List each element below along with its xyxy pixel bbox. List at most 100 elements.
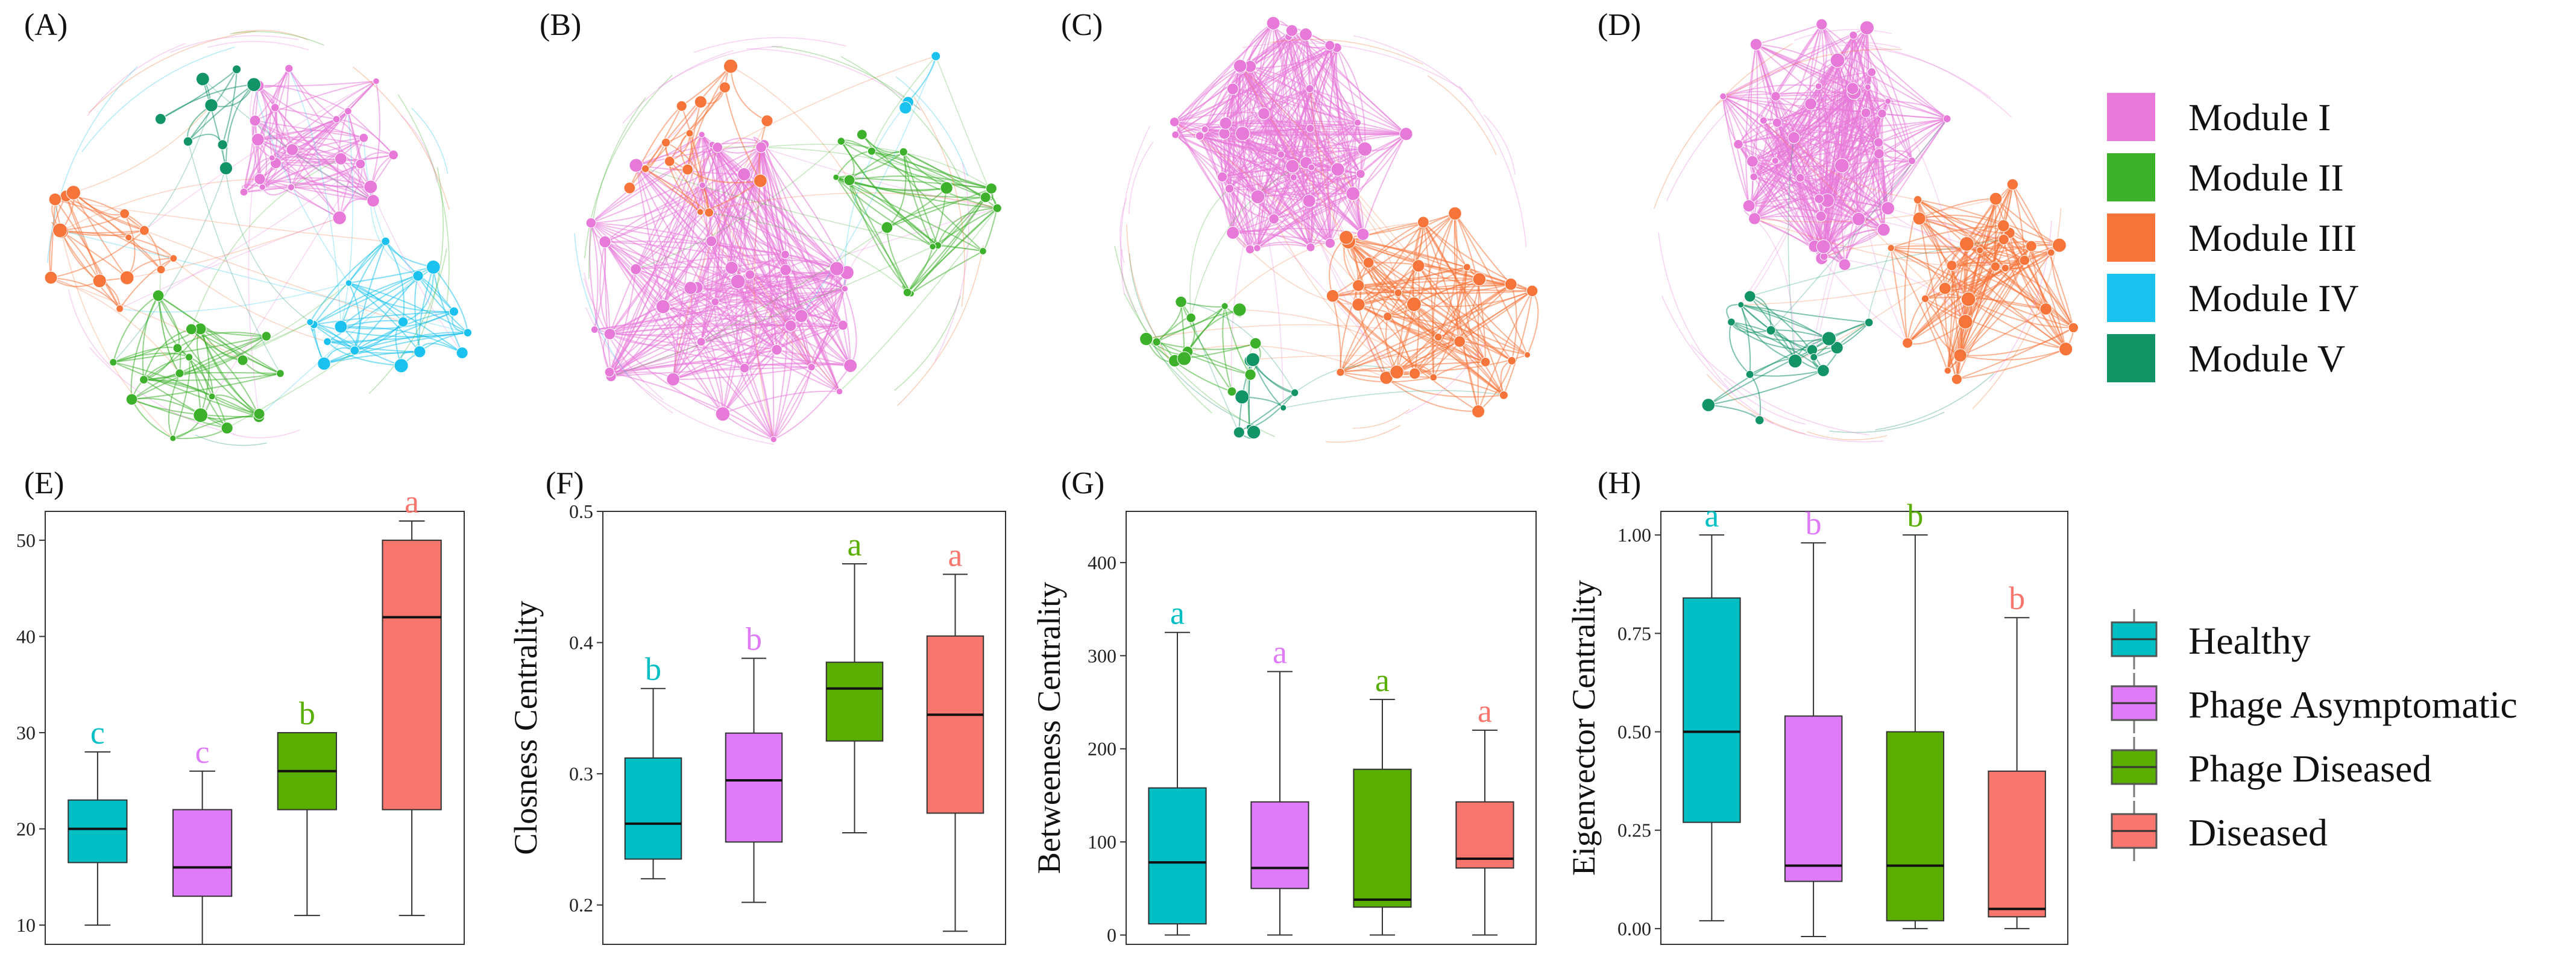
network-node bbox=[1746, 155, 1759, 168]
network-edge bbox=[1752, 160, 1842, 168]
network-edge bbox=[60, 229, 129, 238]
network-node bbox=[1383, 312, 1393, 321]
network-edge bbox=[1368, 221, 1424, 264]
network-node bbox=[1830, 52, 1845, 68]
network-edge bbox=[1749, 205, 1859, 220]
panel-label-e: (E) bbox=[24, 466, 65, 501]
network-edge bbox=[894, 295, 962, 391]
network-node bbox=[1235, 126, 1250, 141]
network-edge bbox=[1156, 309, 1240, 343]
network-node bbox=[770, 436, 777, 443]
network-edge bbox=[1853, 92, 1889, 209]
network-edge bbox=[1925, 298, 2066, 350]
network-edge bbox=[1427, 75, 1497, 156]
network-edge bbox=[932, 207, 998, 247]
boxplot-h: 0.00 0.25 0.50 0.75 1.00 Eigenvector Centrali… bbox=[1566, 498, 2068, 945]
network-node bbox=[1245, 244, 1255, 254]
network-edge bbox=[1239, 65, 1349, 242]
network-edge bbox=[81, 46, 235, 153]
network-edge bbox=[257, 139, 371, 188]
network-node bbox=[1834, 158, 1850, 173]
network-node bbox=[711, 297, 720, 306]
network-edge bbox=[1253, 355, 1486, 363]
network-edge bbox=[629, 66, 731, 189]
network-edge bbox=[841, 141, 986, 198]
network-edge bbox=[1989, 220, 2052, 382]
network-edge bbox=[636, 165, 745, 175]
network-edge bbox=[1853, 35, 1862, 220]
network-node bbox=[1186, 312, 1196, 323]
network-edge bbox=[222, 144, 315, 325]
network-edge bbox=[1422, 222, 1435, 377]
network-edge bbox=[574, 233, 630, 377]
network-edge bbox=[1748, 88, 1853, 206]
network-edge bbox=[60, 229, 145, 236]
network-node bbox=[1787, 131, 1800, 144]
network-node bbox=[261, 331, 271, 341]
network-node bbox=[1169, 116, 1180, 127]
network-nodes bbox=[1701, 18, 2079, 425]
network-edge bbox=[1229, 188, 1331, 244]
network-node bbox=[771, 344, 783, 356]
significance-letter: c bbox=[90, 715, 105, 751]
significance-letter: a bbox=[405, 484, 419, 520]
network-node bbox=[1356, 227, 1370, 241]
network-edge bbox=[1959, 198, 1997, 356]
network-edge bbox=[207, 40, 309, 51]
network-edge bbox=[760, 147, 802, 317]
network-edge bbox=[687, 169, 761, 184]
network-node bbox=[1733, 139, 1743, 150]
network-edge bbox=[1887, 118, 1948, 209]
network-node bbox=[1838, 258, 1851, 271]
network-edge bbox=[737, 280, 812, 368]
network-edge bbox=[1510, 283, 1517, 361]
network-node bbox=[1846, 82, 1859, 95]
network-edge bbox=[1968, 299, 2066, 350]
y-axis-label: Betweeness Centrality bbox=[1031, 582, 1067, 874]
network-edge bbox=[1368, 262, 1419, 267]
network-edge bbox=[701, 180, 761, 342]
network-node bbox=[1737, 301, 1745, 308]
network-edge bbox=[1858, 118, 1948, 220]
network-edge bbox=[1822, 113, 1883, 247]
network-node bbox=[1326, 289, 1340, 303]
network-node bbox=[1253, 244, 1261, 252]
network-edge bbox=[1853, 34, 1948, 119]
significance-letter: a bbox=[1273, 634, 1287, 671]
network-edge bbox=[112, 295, 159, 362]
network-edge bbox=[588, 97, 646, 279]
network-node bbox=[1290, 174, 1298, 182]
network-edge bbox=[907, 197, 986, 293]
network-edge bbox=[1787, 137, 1796, 361]
y-tick-label: 0.2 bbox=[569, 894, 593, 916]
network-edge bbox=[1332, 213, 1456, 297]
network-node bbox=[1244, 368, 1256, 381]
network-node bbox=[836, 388, 843, 396]
network-edge bbox=[1821, 118, 1948, 217]
network-edge bbox=[1947, 184, 2014, 371]
network-edge bbox=[590, 223, 611, 334]
network-edge bbox=[1120, 197, 1127, 264]
network-node bbox=[1748, 212, 1761, 225]
network-edge bbox=[744, 270, 787, 368]
network-edge bbox=[594, 241, 606, 330]
network-node bbox=[629, 158, 643, 172]
y-tick-label: 400 bbox=[1088, 552, 1116, 573]
network-edge bbox=[584, 75, 673, 259]
network-edge bbox=[119, 257, 174, 309]
network-edge bbox=[839, 207, 998, 392]
network-edge bbox=[51, 277, 180, 374]
network-edge bbox=[1821, 243, 1980, 259]
network-node bbox=[239, 188, 248, 197]
network-nodes bbox=[585, 51, 1002, 443]
network-node bbox=[1280, 404, 1287, 411]
group-legend-label: Phage Diseased bbox=[2188, 747, 2432, 790]
network-edge bbox=[251, 85, 260, 180]
significance-letter: a bbox=[1478, 693, 1492, 729]
network-edge bbox=[1273, 218, 1397, 373]
network-node bbox=[1816, 239, 1831, 254]
network-edge bbox=[340, 111, 353, 327]
network-node bbox=[604, 367, 615, 377]
network-edge bbox=[1774, 24, 1822, 162]
network-edge bbox=[1126, 224, 1173, 364]
